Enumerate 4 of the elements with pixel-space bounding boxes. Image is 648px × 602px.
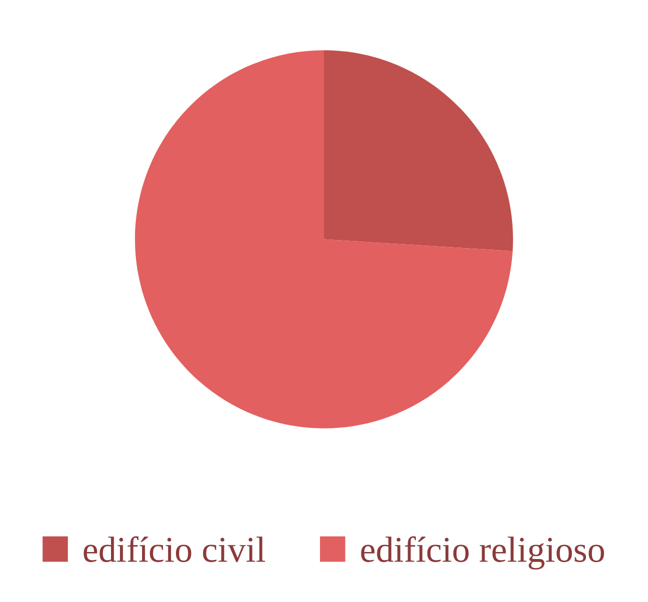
legend-label: edifício civil bbox=[84, 536, 266, 562]
legend-label: edifício religioso bbox=[361, 536, 604, 570]
pie-slice bbox=[324, 50, 514, 252]
pie-slice bbox=[135, 50, 513, 428]
